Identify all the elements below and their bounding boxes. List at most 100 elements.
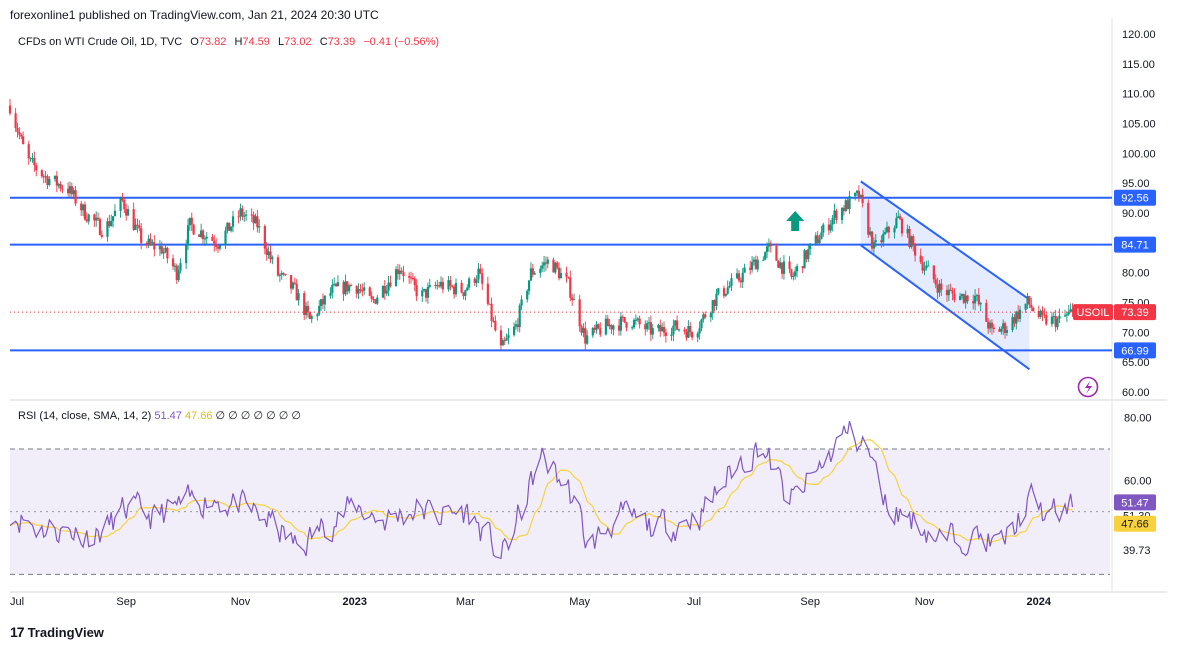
candle-body — [1052, 315, 1055, 317]
candle-body — [80, 203, 83, 211]
candle-body — [503, 340, 506, 342]
candle-body — [1054, 315, 1057, 328]
candle-body — [552, 259, 555, 273]
candle-body — [492, 320, 495, 322]
candle-body — [1032, 307, 1035, 312]
candle-body — [1011, 317, 1014, 331]
candle-body — [357, 289, 360, 294]
candle-body — [599, 328, 602, 335]
candle-body — [409, 277, 413, 279]
candle-body — [569, 277, 572, 298]
candle-body — [709, 313, 712, 318]
rsi-current-label-box — [1114, 494, 1156, 511]
rsi-label[interactable]: RSI (14, close, SMA, 14, 2) — [18, 410, 152, 422]
candle-body — [132, 209, 135, 230]
price-tick-label: 95.00 — [1122, 178, 1150, 190]
level-price-box — [1114, 189, 1156, 206]
candle-body — [166, 247, 169, 259]
candle-body — [153, 242, 156, 250]
candle-body — [767, 243, 771, 247]
candle-body — [175, 265, 178, 281]
candle-body — [96, 217, 100, 220]
candle-body — [475, 279, 478, 284]
candle-body — [807, 249, 810, 260]
candle-body — [578, 299, 581, 327]
candle-body — [280, 273, 283, 275]
candle-body — [867, 202, 870, 235]
candle-body — [394, 269, 398, 287]
time-tick-label: May — [569, 596, 590, 608]
candle-body — [27, 144, 30, 159]
candle-body — [297, 293, 300, 301]
candle-body — [809, 243, 812, 250]
rsi-line — [9, 421, 1074, 560]
candle-body — [44, 176, 47, 178]
candle-body — [198, 234, 201, 237]
candle-body — [790, 269, 793, 277]
candle-body — [737, 273, 741, 281]
candle-body — [975, 295, 979, 297]
time-tick-label: 2024 — [1027, 596, 1052, 608]
candle-body — [750, 261, 754, 270]
candle-body — [16, 127, 19, 133]
candle-body — [897, 216, 900, 219]
candle-body — [18, 132, 21, 135]
candle-body — [910, 236, 913, 248]
candle-body — [662, 326, 666, 333]
symbol-tag-label: USOIL — [1076, 307, 1109, 319]
candle-body — [657, 325, 660, 329]
candle-body — [554, 262, 557, 273]
candle-body — [591, 327, 594, 336]
candle-body — [775, 246, 778, 261]
candle-body — [816, 235, 819, 244]
candle-body — [218, 245, 221, 249]
candle-body — [1058, 315, 1061, 319]
candle-body — [372, 299, 375, 301]
candle-body — [385, 290, 388, 294]
candle-body — [610, 324, 613, 330]
candle-body — [764, 252, 767, 260]
candle-body — [252, 214, 255, 224]
candle-body — [945, 290, 949, 296]
candle-body — [685, 331, 688, 338]
candle-body — [1005, 330, 1009, 333]
price-tick-label: 60.00 — [1122, 387, 1150, 399]
candle-body — [321, 299, 325, 305]
tradingview-logo: 17 — [10, 624, 25, 640]
candle-body — [998, 329, 1001, 332]
candle-body — [291, 282, 295, 289]
candle-body — [256, 216, 259, 228]
candle-body — [992, 327, 995, 330]
candle-body — [501, 340, 504, 346]
candle-body — [507, 335, 510, 339]
candle-body — [689, 326, 692, 333]
candle-body — [179, 263, 182, 271]
symbol-name[interactable]: CFDs on WTI Crude Oil, 1D, TVC — [18, 36, 183, 48]
candle-body — [619, 316, 623, 331]
candle-body — [717, 288, 720, 294]
candle-body — [149, 238, 152, 244]
candle-body — [835, 210, 838, 220]
time-tick-label: Sep — [800, 596, 820, 608]
candle-body — [438, 285, 441, 287]
channel-fill — [860, 181, 1030, 370]
candle-body — [556, 262, 559, 268]
price-tick-label: 105.00 — [1122, 118, 1156, 130]
current-price-box — [1114, 304, 1156, 321]
candle-body — [447, 280, 450, 290]
rsi-low-label: 39.73 — [1123, 545, 1151, 557]
close-label: C — [319, 36, 328, 48]
candle-body — [439, 281, 443, 287]
candle-body — [1065, 314, 1068, 316]
candle-body — [113, 210, 117, 217]
candle-body — [512, 326, 516, 336]
candle-body — [777, 260, 780, 268]
candle-body — [334, 283, 338, 287]
candle-body — [35, 165, 38, 171]
candle-body — [490, 303, 493, 321]
candle-body — [346, 281, 349, 292]
candle-body — [582, 328, 585, 333]
candle-body — [74, 190, 77, 204]
candle-body — [900, 218, 904, 234]
